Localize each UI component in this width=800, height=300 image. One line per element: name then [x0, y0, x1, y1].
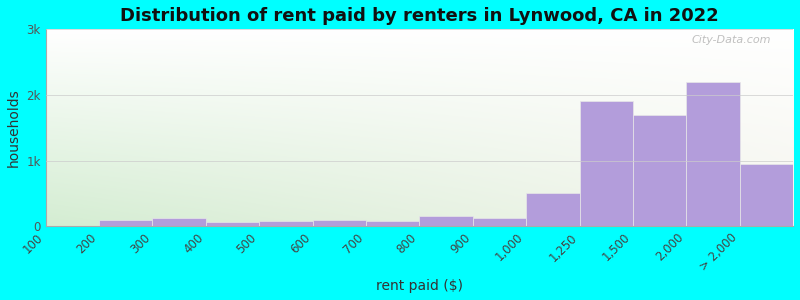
Bar	[686, 82, 740, 226]
Bar	[206, 222, 259, 226]
Y-axis label: households: households	[7, 88, 21, 167]
X-axis label: rent paid ($): rent paid ($)	[376, 279, 463, 293]
Text: City-Data.com: City-Data.com	[691, 35, 770, 45]
Title: Distribution of rent paid by renters in Lynwood, CA in 2022: Distribution of rent paid by renters in …	[120, 7, 718, 25]
Bar	[633, 115, 686, 226]
Bar	[526, 194, 579, 226]
Bar	[259, 221, 313, 226]
Bar	[579, 101, 633, 226]
Bar	[99, 220, 153, 226]
Bar	[740, 164, 793, 226]
Bar	[419, 216, 473, 226]
Bar	[313, 220, 366, 226]
Bar	[153, 218, 206, 226]
Bar	[473, 218, 526, 226]
Bar	[366, 221, 419, 226]
